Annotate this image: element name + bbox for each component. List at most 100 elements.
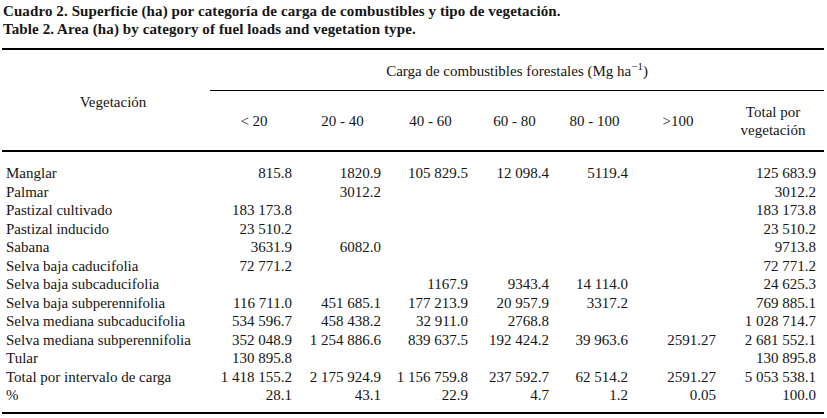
cell-value xyxy=(555,257,634,276)
column-header: 40 - 60 xyxy=(387,91,474,152)
cell-value xyxy=(555,201,634,220)
paper-table-figure: Cuadro 2. Superficie (ha) por categoría … xyxy=(0,0,827,414)
cell-value: 5 053 538.1 xyxy=(722,368,824,387)
cell-value xyxy=(210,275,298,294)
table-row: Selva mediana subperennifolia352 048.91 … xyxy=(2,331,824,350)
cell-value: 3631.9 xyxy=(210,238,298,257)
cell-value xyxy=(634,349,722,368)
cell-value xyxy=(210,183,298,202)
cell-value: 3012.2 xyxy=(298,183,387,202)
cell-value xyxy=(555,349,634,368)
cell-value: 237 592.7 xyxy=(474,368,555,387)
cell-value: 1 028 714.7 xyxy=(722,312,824,331)
table-caption-english: Table 2. Area (ha) by category of fuel l… xyxy=(3,21,827,39)
column-header: 60 - 80 xyxy=(474,91,555,152)
row-label: Selva baja subperennifolia xyxy=(2,294,210,313)
cell-value: 839 637.5 xyxy=(387,331,474,350)
cell-value: 72 771.2 xyxy=(722,257,824,276)
cell-value: 28.1 xyxy=(210,386,298,413)
cell-value: 1 254 886.6 xyxy=(298,331,387,350)
row-label: Pastizal cultivado xyxy=(2,201,210,220)
table-row: Palmar 3012.2 3012.2 xyxy=(2,183,824,202)
cell-value xyxy=(387,201,474,220)
cell-value xyxy=(298,220,387,239)
cell-value: 1 156 759.8 xyxy=(387,368,474,387)
cell-value: 22.9 xyxy=(387,386,474,413)
table-row: Selva mediana subcaducifolia534 596.7458… xyxy=(2,312,824,331)
cell-value xyxy=(474,349,555,368)
cell-value: 177 213.9 xyxy=(387,294,474,313)
cell-value: 116 711.0 xyxy=(210,294,298,313)
table-row: Selva baja subcaducifolia1167.99343.414 … xyxy=(2,275,824,294)
cell-value: 769 885.1 xyxy=(722,294,824,313)
row-label: Selva mediana subperennifolia xyxy=(2,331,210,350)
cell-value xyxy=(555,312,634,331)
cell-value: 3012.2 xyxy=(722,183,824,202)
cell-value xyxy=(474,220,555,239)
row-label: Selva baja subcaducifolia xyxy=(2,275,210,294)
table-row: Pastizal cultivado183 173.8183 173.8 xyxy=(2,201,824,220)
cell-value: 20 957.9 xyxy=(474,294,555,313)
table-row: Selva baja subperennifolia116 711.0451 6… xyxy=(2,294,824,313)
fuel-load-header-text: Carga de combustibles forestales (Mg ha xyxy=(386,63,631,79)
cell-value: 815.8 xyxy=(210,151,298,183)
cell-value xyxy=(298,257,387,276)
cell-value: 23 510.2 xyxy=(722,220,824,239)
cell-value: 62 514.2 xyxy=(555,368,634,387)
table-header: Vegetación Carga de combustibles foresta… xyxy=(2,49,824,151)
row-label: Pastizal inducido xyxy=(2,220,210,239)
cell-value: 451 685.1 xyxy=(298,294,387,313)
cell-value: 2768.8 xyxy=(474,312,555,331)
cell-value: 105 829.5 xyxy=(387,151,474,183)
cell-value xyxy=(298,201,387,220)
cell-value: 125 683.9 xyxy=(722,151,824,183)
cell-value: 23 510.2 xyxy=(210,220,298,239)
cell-value: 9713.8 xyxy=(722,238,824,257)
cell-value xyxy=(634,312,722,331)
cell-value: 39 963.6 xyxy=(555,331,634,350)
cell-value xyxy=(474,238,555,257)
cell-value xyxy=(555,183,634,202)
cell-value xyxy=(298,275,387,294)
table-row: Total por intervalo de carga1 418 155.22… xyxy=(2,368,824,387)
cell-value xyxy=(634,220,722,239)
cell-value: 5119.4 xyxy=(555,151,634,183)
cell-value: 130 895.8 xyxy=(722,349,824,368)
table-row: %28.143.122.94.71.20.05100.0 xyxy=(2,386,824,413)
column-header: < 20 xyxy=(210,91,298,152)
column-header-vegetacion: Vegetación xyxy=(2,49,210,151)
cell-value xyxy=(634,151,722,183)
row-label: Palmar xyxy=(2,183,210,202)
cell-value xyxy=(387,238,474,257)
cell-value xyxy=(634,238,722,257)
cell-value: 130 895.8 xyxy=(210,349,298,368)
cell-value: 14 114.0 xyxy=(555,275,634,294)
cell-value xyxy=(634,275,722,294)
cell-value xyxy=(555,220,634,239)
table-row: Tular130 895.8130 895.8 xyxy=(2,349,824,368)
cell-value xyxy=(474,183,555,202)
cell-value: 1167.9 xyxy=(387,275,474,294)
cell-value: 3317.2 xyxy=(555,294,634,313)
column-group-header-fuel-load: Carga de combustibles forestales (Mg ha−… xyxy=(210,49,824,91)
table-row: Selva baja caducifolia72 771.272 771.2 xyxy=(2,257,824,276)
row-label: Manglar xyxy=(2,151,210,183)
column-header: >100 xyxy=(634,91,722,152)
cell-value: 4.7 xyxy=(474,386,555,413)
cell-value xyxy=(387,257,474,276)
table-caption-spanish: Cuadro 2. Superficie (ha) por categoría … xyxy=(3,3,827,21)
cell-value xyxy=(387,349,474,368)
cell-value: 192 424.2 xyxy=(474,331,555,350)
cell-value xyxy=(474,201,555,220)
cell-value: 2591.27 xyxy=(634,368,722,387)
cell-value: 43.1 xyxy=(298,386,387,413)
cell-value: 72 771.2 xyxy=(210,257,298,276)
table-captions: Cuadro 2. Superficie (ha) por categoría … xyxy=(0,0,827,38)
cell-value xyxy=(555,238,634,257)
cell-value xyxy=(298,349,387,368)
row-label: Selva mediana subcaducifolia xyxy=(2,312,210,331)
cell-value xyxy=(634,294,722,313)
cell-value: 183 173.8 xyxy=(722,201,824,220)
cell-value: 2591.27 xyxy=(634,331,722,350)
cell-value: 2 175 924.9 xyxy=(298,368,387,387)
